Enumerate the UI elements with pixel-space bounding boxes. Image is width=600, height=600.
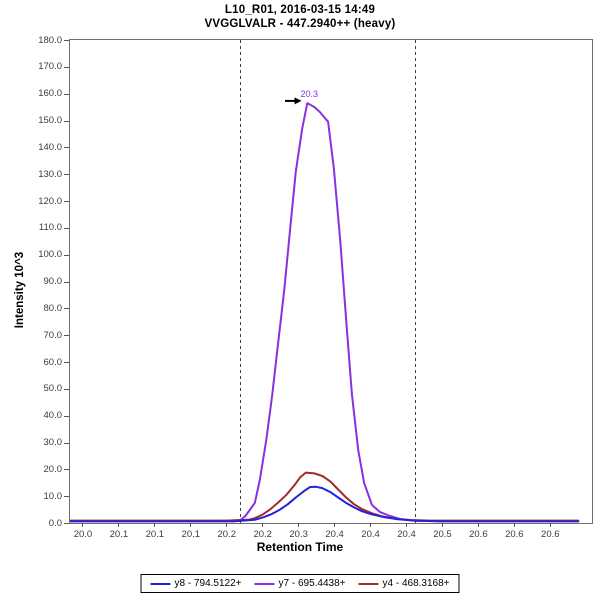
x-tickmark [370, 523, 372, 527]
legend-label-y8: y8 - 794.5122+ [174, 578, 242, 589]
x-tickmark [334, 523, 336, 527]
y-tick-label: 170.0 [38, 61, 62, 73]
x-tickmark [477, 523, 479, 527]
x-tick-label: 20.6 [505, 529, 524, 540]
x-tickmark [82, 523, 84, 527]
x-tick-label: 20.4 [361, 529, 380, 540]
y-tick-label: 160.0 [38, 88, 62, 100]
y-tickmark [64, 66, 69, 68]
x-tick-label: 20.2 [253, 529, 272, 540]
plot-frame [69, 39, 593, 524]
y-tick-label: 140.0 [38, 141, 62, 153]
y-tickmark [64, 308, 69, 310]
x-tick-label: 20.6 [469, 529, 488, 540]
legend-item-y4: y4 - 468.3168+ [358, 578, 450, 589]
chart-title-line2: VVGGLVALR - 447.2940++ (heavy) [204, 18, 396, 30]
y-tickmark [64, 40, 69, 41]
y-tick-label: 70.0 [43, 329, 63, 341]
series-line-y4 [70, 471, 580, 522]
y-tickmark [64, 120, 69, 122]
y-tick-label: 150.0 [38, 115, 62, 126]
y-tickmark [64, 388, 69, 390]
y-tickmark [64, 523, 69, 524]
chart-title: L10_R01, 2016-03-15 14:49 VVGGLVALR - 44… [0, 3, 600, 31]
y-tick-label: 110.0 [38, 222, 62, 234]
x-tick-label: 20.1 [181, 529, 201, 540]
y-tick-label: 100.0 [38, 249, 62, 261]
legend-item-y7: y7 - 695.4438+ [254, 578, 346, 589]
y-tick-label: 180.0 [38, 34, 62, 46]
y-tickmark [64, 254, 69, 256]
y-tickmark [64, 415, 69, 417]
x-tickmark [226, 523, 228, 527]
series-line-y8 [70, 485, 580, 523]
y-tick-label: 30.0 [43, 437, 63, 448]
x-tick-label: 20.6 [541, 529, 560, 540]
y-tick-label: 60.0 [43, 356, 63, 368]
x-tickmark [405, 523, 407, 527]
peak-rt-annotation: 20.3 [300, 88, 319, 99]
x-tick-label: 20.4 [397, 529, 416, 540]
legend-label-y4: y4 - 468.3168+ [382, 578, 450, 589]
y-tick-label: 20.0 [43, 463, 63, 475]
x-tickmark [549, 523, 551, 527]
y-tickmark [64, 469, 69, 471]
legend-line-swatch-y4 [358, 582, 379, 585]
y-tickmark [64, 93, 69, 95]
y-tick-label: 40.0 [43, 410, 63, 422]
x-tickmark [441, 523, 443, 527]
y-tick-label: 130.0 [38, 168, 62, 180]
y-tickmark [64, 281, 69, 283]
series-line-y7 [70, 102, 580, 523]
x-tickmark [513, 523, 515, 527]
y-tickmark [64, 174, 69, 176]
x-tickmark [118, 523, 120, 527]
legend-label-y7: y7 - 695.4438+ [278, 578, 346, 589]
x-tick-label: 20.2 [217, 529, 236, 540]
legend: y8 - 794.5122+ y7 - 695.4438+ y4 - 468.316… [140, 574, 460, 593]
chart-title-line1: L10_R01, 2016-03-15 14:49 [224, 4, 376, 16]
y-tickmark [64, 335, 69, 337]
x-tickmark [190, 523, 192, 527]
y-tick-label: 0.0 [48, 517, 62, 529]
chromatogram-plot[interactable] [70, 40, 592, 523]
y-tick-label: 120.0 [38, 195, 62, 207]
legend-item-y8: y8 - 794.5122+ [150, 578, 242, 589]
x-tick-label: 20.5 [433, 529, 452, 540]
y-tickmark [64, 201, 69, 202]
y-tickmark [64, 496, 69, 498]
rt-id-arrowhead-icon [294, 97, 302, 105]
y-tick-label: 80.0 [43, 302, 63, 314]
x-tick-label: 20.3 [289, 529, 308, 540]
x-tick-label: 20.1 [145, 529, 165, 540]
x-axis-title: Retention Time [256, 540, 344, 554]
y-tickmark [64, 362, 69, 363]
y-tickmark [64, 147, 69, 149]
x-tick-label: 20.0 [73, 529, 93, 540]
x-tick-label: 20.1 [109, 529, 129, 540]
y-tick-label: 90.0 [43, 276, 63, 287]
y-tickmark [64, 442, 69, 444]
legend-line-swatch-y7 [254, 582, 275, 585]
legend-line-swatch-y8 [150, 582, 171, 585]
x-tickmark [262, 523, 264, 527]
y-tickmark [64, 227, 69, 229]
x-tick-label: 20.4 [325, 529, 344, 540]
y-tick-label: 50.0 [43, 383, 63, 395]
y-axis-title: Intensity 10^3 [14, 251, 26, 329]
y-tick-label: 10.0 [43, 490, 63, 502]
x-tickmark [154, 523, 156, 527]
x-tickmark [298, 523, 300, 527]
